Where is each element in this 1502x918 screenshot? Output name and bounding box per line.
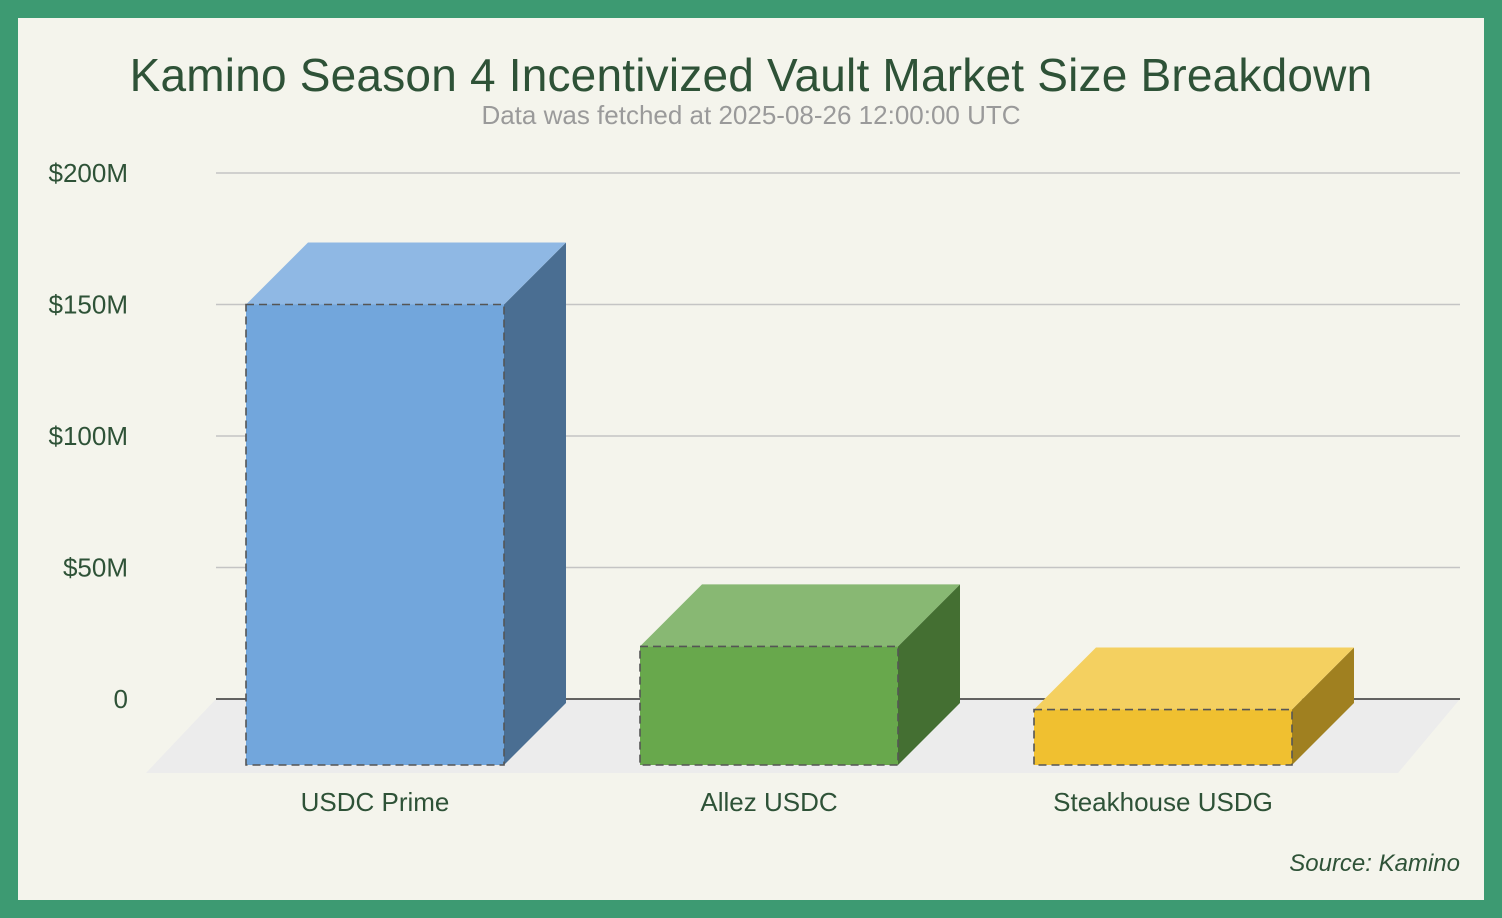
x-category-label: Steakhouse USDG — [1053, 787, 1273, 817]
bar-front-face — [1033, 708, 1293, 766]
chart-title: Kamino Season 4 Incentivized Vault Marke… — [129, 49, 1373, 101]
bar-front-face — [245, 303, 505, 766]
y-tick-label: $50M — [63, 553, 128, 583]
bar-1 — [245, 242, 566, 766]
y-tick-label: $150M — [49, 290, 129, 320]
x-category-label: USDC Prime — [301, 787, 450, 817]
bar-top-face — [640, 584, 960, 647]
y-axis-ticks: 0 $50M $100M $150M $200M — [49, 158, 129, 714]
bar-side-face — [1292, 647, 1354, 765]
bar-2 — [639, 584, 960, 766]
bars — [245, 242, 1354, 766]
bar-top-face — [1034, 647, 1354, 710]
bar-side-face — [504, 242, 566, 765]
chart-subtitle: Data was fetched at 2025-08-26 12:00:00 … — [481, 100, 1021, 130]
y-tick-label: 0 — [114, 684, 128, 714]
bar-side-face — [898, 584, 960, 765]
y-tick-label: $100M — [49, 421, 129, 451]
bar-front-face — [639, 645, 899, 766]
chart-frame: Kamino Season 4 Incentivized Vault Marke… — [18, 18, 1484, 900]
y-tick-label: $200M — [49, 158, 129, 188]
source-note: Source: Kamino — [1289, 850, 1460, 877]
bar-3 — [1033, 647, 1354, 766]
bar-chart-3d: 0 $50M $100M $150M $200M USDC Prime Allez USD… — [49, 158, 1460, 817]
bar-top-face — [246, 242, 566, 305]
x-category-label: Allez USDC — [700, 787, 837, 817]
x-axis-categories: USDC Prime Allez USDC Steakhouse USDG — [301, 787, 1273, 817]
